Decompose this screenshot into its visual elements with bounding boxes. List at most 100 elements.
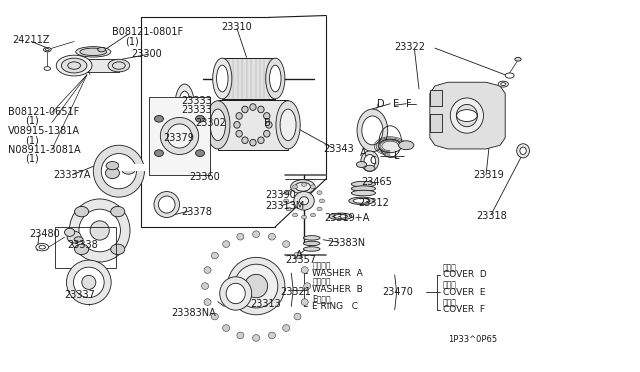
Text: A: A	[360, 148, 366, 158]
Circle shape	[379, 139, 402, 153]
Ellipse shape	[286, 191, 291, 195]
Ellipse shape	[333, 215, 348, 218]
Ellipse shape	[291, 180, 315, 194]
Ellipse shape	[329, 213, 352, 220]
Text: 23318: 23318	[476, 211, 508, 221]
Text: COVER  D: COVER D	[443, 270, 486, 279]
Polygon shape	[222, 58, 275, 99]
Text: B08121-0801F: B08121-0801F	[113, 27, 184, 37]
Ellipse shape	[80, 48, 107, 55]
Ellipse shape	[357, 109, 388, 152]
Ellipse shape	[456, 105, 477, 127]
Ellipse shape	[300, 197, 308, 205]
Ellipse shape	[266, 58, 285, 99]
Ellipse shape	[154, 150, 163, 157]
Circle shape	[74, 237, 83, 242]
Ellipse shape	[310, 213, 316, 217]
Ellipse shape	[196, 150, 205, 157]
Ellipse shape	[351, 190, 376, 196]
Ellipse shape	[67, 231, 81, 243]
Ellipse shape	[292, 213, 298, 217]
Ellipse shape	[362, 116, 383, 145]
Circle shape	[36, 243, 49, 251]
Ellipse shape	[179, 91, 190, 118]
Ellipse shape	[349, 197, 374, 205]
Ellipse shape	[227, 257, 285, 315]
Text: ワッシャ: ワッシャ	[312, 278, 331, 287]
Ellipse shape	[226, 283, 245, 304]
Bar	[431, 90, 442, 106]
Bar	[55, 227, 116, 267]
Ellipse shape	[242, 137, 248, 144]
Text: 23383NA: 23383NA	[172, 308, 216, 318]
Circle shape	[122, 167, 135, 174]
Polygon shape	[74, 59, 119, 72]
Ellipse shape	[106, 167, 120, 179]
Text: B: B	[264, 118, 271, 128]
Ellipse shape	[294, 192, 314, 210]
Text: 23465: 23465	[362, 177, 392, 187]
Circle shape	[515, 57, 521, 61]
Circle shape	[44, 67, 51, 70]
Ellipse shape	[69, 199, 130, 262]
Ellipse shape	[82, 275, 96, 289]
Ellipse shape	[159, 196, 175, 213]
Text: N08911-3081A: N08911-3081A	[8, 145, 81, 155]
Ellipse shape	[234, 122, 240, 128]
Text: 23360: 23360	[189, 172, 220, 182]
Text: 23338: 23338	[68, 240, 99, 250]
Ellipse shape	[264, 113, 270, 119]
Text: (1): (1)	[25, 116, 38, 126]
Ellipse shape	[516, 144, 529, 158]
Text: (1): (1)	[125, 36, 139, 46]
Text: カバー: カバー	[443, 263, 456, 272]
Ellipse shape	[210, 109, 225, 141]
Ellipse shape	[204, 299, 211, 305]
Ellipse shape	[266, 122, 272, 128]
Text: E RING   C: E RING C	[312, 302, 358, 311]
Circle shape	[356, 161, 367, 167]
Circle shape	[56, 55, 92, 76]
Text: 23312: 23312	[358, 198, 389, 208]
Ellipse shape	[237, 233, 244, 240]
Ellipse shape	[301, 267, 308, 273]
Circle shape	[108, 59, 130, 72]
Ellipse shape	[319, 199, 324, 203]
Text: (1): (1)	[25, 135, 38, 145]
Ellipse shape	[283, 325, 290, 331]
Ellipse shape	[264, 131, 270, 137]
Circle shape	[505, 73, 514, 78]
Polygon shape	[430, 82, 505, 149]
Ellipse shape	[75, 206, 89, 217]
Ellipse shape	[74, 267, 104, 298]
Ellipse shape	[205, 101, 230, 149]
Ellipse shape	[76, 46, 111, 57]
Ellipse shape	[303, 235, 320, 240]
Ellipse shape	[353, 198, 370, 203]
Ellipse shape	[90, 221, 109, 240]
Ellipse shape	[204, 267, 211, 273]
Circle shape	[98, 47, 106, 52]
Ellipse shape	[154, 192, 179, 218]
Text: 23313M: 23313M	[266, 201, 305, 211]
Text: 23343: 23343	[323, 144, 354, 154]
Ellipse shape	[304, 283, 311, 289]
Ellipse shape	[101, 154, 136, 189]
Ellipse shape	[286, 207, 291, 211]
Ellipse shape	[269, 65, 281, 92]
Text: 23337: 23337	[65, 289, 95, 299]
Text: 23480: 23480	[29, 229, 60, 239]
Circle shape	[44, 47, 51, 52]
Text: B08121-0651F: B08121-0651F	[8, 107, 79, 117]
Ellipse shape	[211, 313, 218, 320]
Ellipse shape	[236, 131, 243, 137]
Text: 23337A: 23337A	[53, 170, 91, 180]
Text: Eリング: Eリング	[312, 295, 331, 304]
Circle shape	[365, 165, 375, 171]
Ellipse shape	[223, 325, 230, 331]
Ellipse shape	[284, 199, 289, 203]
Ellipse shape	[161, 118, 198, 154]
Ellipse shape	[268, 332, 275, 339]
Text: 24211Z: 24211Z	[12, 35, 50, 45]
Ellipse shape	[317, 207, 322, 211]
